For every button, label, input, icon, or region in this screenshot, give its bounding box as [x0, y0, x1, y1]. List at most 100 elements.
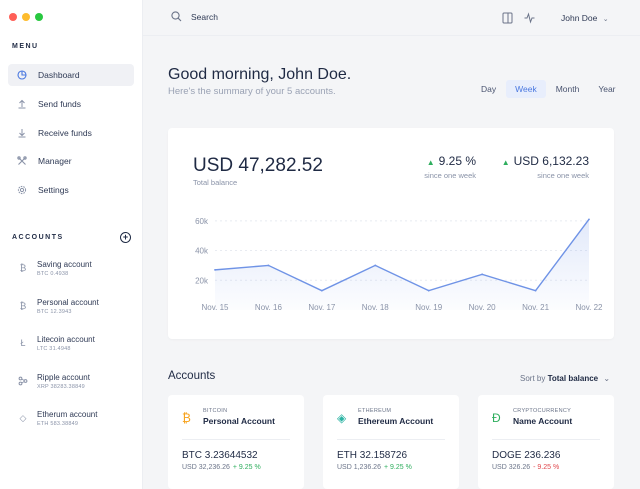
- account-card-bitcoin[interactable]: ₿ BITCOIN Personal Account BTC 3.2364453…: [168, 395, 304, 489]
- bitcoin-icon: ₿: [19, 263, 27, 273]
- card-usd: USD 326.26: [492, 464, 531, 471]
- sort-dropdown[interactable]: Sort by Total balance ⌄: [520, 374, 610, 383]
- doge-icon: Ð: [492, 411, 501, 425]
- ethereum-icon: ◈: [337, 411, 347, 425]
- change-percent-value: 9.25 %: [438, 154, 476, 168]
- ethereum-icon: ◇: [19, 413, 27, 423]
- user-name: John Doe: [561, 13, 598, 23]
- card-currency: CRYPTOCURRENCY: [513, 408, 572, 414]
- sidebar-item-label: Dashboard: [38, 70, 80, 80]
- data-point: [481, 273, 484, 276]
- range-year[interactable]: Year: [598, 84, 616, 94]
- chevron-down-icon: ⌄: [603, 374, 611, 383]
- card-usd-row: USD 326.26- 9.25 %: [492, 464, 559, 471]
- sidebar-item-dashboard[interactable]: Dashboard: [8, 64, 134, 86]
- tools-icon: [17, 156, 27, 166]
- card-usd-row: USD 1,236.26 + 9.25 %: [337, 464, 412, 471]
- sidebar-item-label: Receive funds: [38, 127, 92, 138]
- x-tick-label: Nov. 18: [362, 303, 390, 312]
- sidebar-item-send-funds[interactable]: Send funds: [8, 93, 134, 115]
- sidebar: MENU Dashboard Send funds Receive funds …: [0, 0, 143, 489]
- card-usd-row: USD 32,236.26 + 9.25 %: [182, 464, 261, 471]
- account-list: ₿ Saving account BTC 0.4938 ₿ Personal ac…: [18, 259, 138, 447]
- total-balance-label: Total balance: [193, 178, 238, 187]
- activity-icon[interactable]: [524, 12, 535, 24]
- x-tick-label: Nov. 17: [308, 303, 336, 312]
- account-name: Saving account: [37, 260, 92, 269]
- card-usd: USD 32,236.26: [182, 464, 230, 471]
- account-card-doge[interactable]: Ð CRYPTOCURRENCY Name Account DOGE 236.2…: [478, 395, 614, 489]
- x-tick-label: Nov. 19: [415, 303, 443, 312]
- litecoin-icon: Ł: [20, 338, 26, 348]
- sidebar-item-receive-funds[interactable]: Receive funds: [8, 122, 134, 144]
- add-account-button[interactable]: +: [120, 232, 131, 243]
- range-day[interactable]: Day: [481, 84, 497, 94]
- account-balance: BTC 12.3943: [37, 308, 72, 315]
- card-currency: BITCOIN: [203, 408, 228, 414]
- card-account-name: Ethereum Account: [358, 416, 434, 426]
- sort-value: Total balance: [547, 374, 599, 383]
- sidebar-account-litecoin[interactable]: Ł Litecoin account LTC 31.4948: [18, 334, 138, 372]
- x-tick-label: Nov. 22: [576, 303, 604, 312]
- balance-card: USD 47,282.52 Total balance ▲ 9.25 % sinc…: [168, 128, 614, 339]
- menu-title: MENU: [12, 43, 39, 50]
- x-tick-label: Nov. 21: [522, 303, 550, 312]
- range-week[interactable]: Week: [506, 80, 546, 98]
- y-tick-label: 60k: [195, 217, 209, 226]
- search-bar[interactable]: Search: [171, 11, 218, 22]
- sidebar-item-label: Settings: [38, 185, 69, 196]
- y-tick-label: 20k: [195, 276, 209, 285]
- arrow-up-icon: [17, 99, 27, 109]
- sidebar-account-ripple[interactable]: Ripple account XRP 38283.38849: [18, 372, 138, 410]
- card-change: + 9.25 %: [232, 464, 261, 471]
- x-tick-label: Nov. 20: [469, 303, 497, 312]
- search-input[interactable]: Search: [191, 11, 218, 22]
- card-divider: [337, 439, 445, 440]
- sidebar-item-settings[interactable]: Settings: [8, 179, 134, 201]
- page-subtitle: Here's the summary of your 5 accounts.: [168, 86, 336, 97]
- search-icon: [171, 11, 182, 22]
- sidebar-account-etherum[interactable]: ◇ Etherum account ETH 583.38849: [18, 409, 138, 447]
- accounts-heading: Accounts: [168, 370, 216, 382]
- card-account-name: Name Account: [513, 416, 573, 426]
- sidebar-item-manager[interactable]: Manager: [8, 150, 134, 172]
- data-point: [374, 264, 377, 267]
- card-account-name: Personal Account: [203, 416, 275, 426]
- sort-prefix: Sort by: [520, 374, 546, 383]
- user-menu[interactable]: John Doe ⌄: [561, 13, 609, 23]
- maximize-window-button[interactable]: [35, 13, 43, 21]
- pie-chart-icon: [17, 70, 27, 80]
- sidebar-account-saving[interactable]: ₿ Saving account BTC 0.4938: [18, 259, 138, 297]
- ripple-icon: [18, 372, 28, 388]
- account-card-ethereum[interactable]: ◈ ETHEREUM Ethereum Account ETH 32.15872…: [323, 395, 459, 489]
- series-line: [214, 218, 590, 292]
- up-arrow-icon: ▲: [426, 158, 435, 167]
- change-usd: ▲ USD 6,132.23 since one week: [498, 154, 589, 180]
- chevron-down-icon: ⌄: [602, 16, 609, 23]
- sidebar-account-personal[interactable]: ₿ Personal account BTC 12.3943: [18, 297, 138, 335]
- arrow-down-icon: [17, 128, 27, 138]
- sidebar-item-label: Send funds: [38, 98, 82, 109]
- account-balance: BTC 0.4938: [37, 271, 69, 277]
- card-change: - 9.25 %: [533, 464, 560, 471]
- plus-icon: +: [122, 232, 129, 242]
- minimize-window-button[interactable]: [22, 13, 30, 21]
- change-usd-label: since one week: [537, 171, 589, 180]
- wallet-icon[interactable]: [502, 12, 513, 24]
- card-divider: [182, 439, 290, 440]
- sidebar-nav: Dashboard Send funds Receive funds Manag…: [8, 64, 134, 208]
- page-title: Good morning, John Doe.: [168, 66, 352, 83]
- accounts-title: ACCOUNTS: [12, 234, 64, 241]
- window-controls: [9, 13, 43, 21]
- range-month[interactable]: Month: [555, 84, 580, 94]
- change-percent: ▲ 9.25 % since one week: [416, 154, 476, 180]
- x-tick-label: Nov. 15: [202, 303, 230, 312]
- account-name: Ripple account: [37, 372, 90, 382]
- data-point: [214, 268, 216, 271]
- data-point: [267, 264, 270, 267]
- account-name: Personal account: [37, 297, 99, 307]
- range-selector: Day Week Month Year: [472, 80, 626, 98]
- data-point: [320, 289, 323, 292]
- card-change: + 9.25 %: [383, 464, 412, 471]
- close-window-button[interactable]: [9, 13, 17, 21]
